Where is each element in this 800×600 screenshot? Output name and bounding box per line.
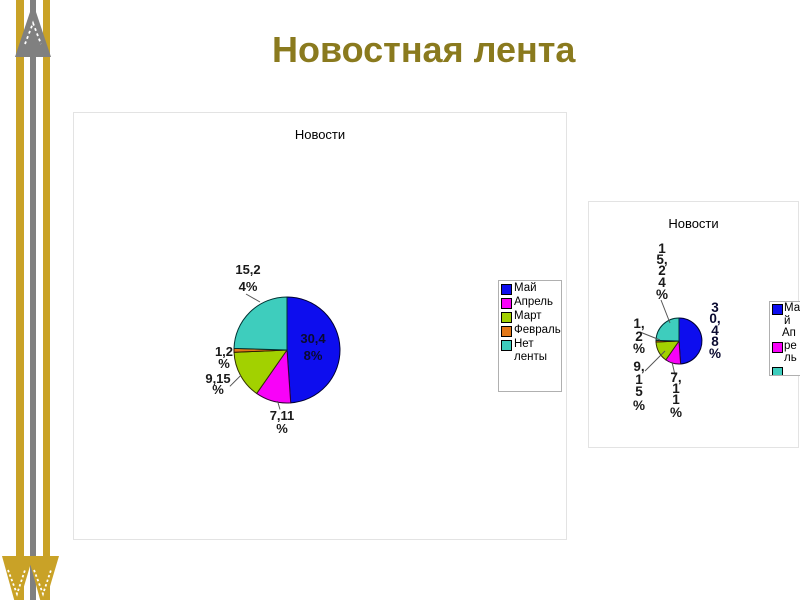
svg-text:30,4: 30,4	[300, 331, 326, 346]
svg-text:%: %	[633, 398, 645, 413]
svg-text:4%: 4%	[239, 279, 258, 294]
svg-text:%: %	[633, 341, 645, 356]
svg-text:%: %	[670, 405, 682, 420]
svg-text:%: %	[276, 421, 288, 436]
svg-text:%: %	[218, 356, 230, 371]
svg-text:%: %	[212, 382, 224, 397]
svg-text:8%: 8%	[304, 348, 323, 363]
svg-text:15,2: 15,2	[235, 262, 260, 277]
svg-text:5: 5	[635, 384, 643, 399]
svg-text:%: %	[709, 346, 721, 361]
svg-text:%: %	[656, 287, 668, 302]
